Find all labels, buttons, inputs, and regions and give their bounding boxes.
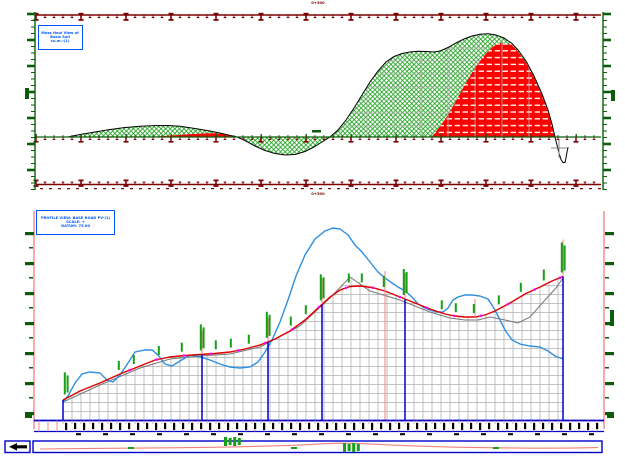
profile-station-band (34, 419, 604, 436)
profile-curves (62, 227, 564, 403)
sheet-strip (4, 437, 603, 454)
profile-green-annotations (63, 242, 566, 395)
profile-title-box[interactable]: PROFILE VIEW: BASE ROAD PV-(1) SCALE: + … (36, 210, 115, 235)
profile-station-lines (62, 239, 564, 421)
mass-haul-title-line2: Basic Soil (50, 35, 71, 40)
masshaul-axes (25, 12, 615, 190)
mass-haul-title-box[interactable]: Mass Haul View of Basic Soil cu.m.-(1) (38, 25, 83, 50)
masshaul-curve (67, 33, 569, 163)
mass-haul-title-line1: Mass Haul View of (41, 31, 80, 36)
profile-title-line1: PROFILE VIEW: BASE ROAD PV-(1) (40, 216, 111, 221)
profile-axes (25, 211, 614, 429)
profile-grid (63, 276, 563, 421)
profile-title-line3: DATUM: 75.00 (61, 224, 90, 229)
mass-haul-title-line3: cu.m.-(1) (51, 39, 70, 44)
station-label-bottom: 0+300 (311, 192, 325, 197)
station-label-top: 0+300 (311, 1, 325, 6)
profile-title-line2: SCALE: + (66, 220, 85, 225)
